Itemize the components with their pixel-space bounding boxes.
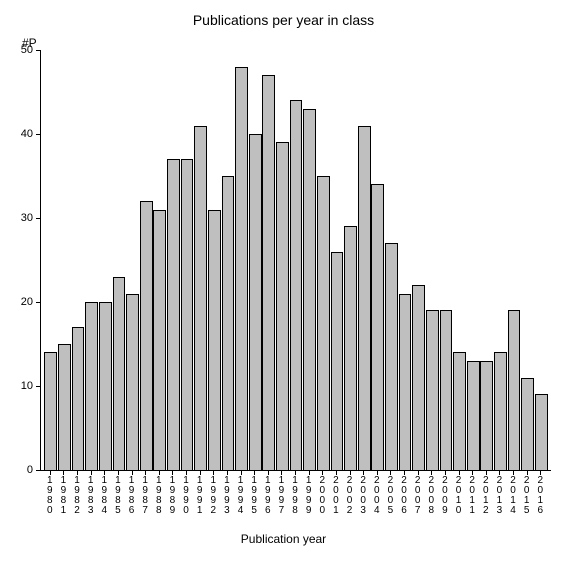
x-tick-label: 2013 (493, 476, 507, 516)
bar (385, 243, 398, 470)
bar (113, 277, 126, 470)
x-tick-label: 2009 (438, 476, 452, 516)
x-tick-label: 1984 (98, 476, 112, 516)
y-tick-label: 20 (21, 296, 33, 308)
y-tick: 10 (36, 386, 41, 387)
bar (426, 310, 439, 470)
bar (194, 126, 207, 470)
x-tick-label: 2011 (465, 476, 479, 516)
bar (235, 67, 248, 470)
bar (85, 302, 98, 470)
x-tick-label: 2010 (452, 476, 466, 516)
bar (467, 361, 480, 470)
bar (480, 361, 493, 470)
x-tick-label: 1992 (207, 476, 221, 516)
x-tick-label: 2000 (316, 476, 330, 516)
y-tick-label: 50 (21, 44, 33, 56)
x-tick-label: 2014 (506, 476, 520, 516)
bar (44, 352, 57, 470)
bar (167, 159, 180, 470)
x-tick-label: 2003 (356, 476, 370, 516)
x-tick-label: 1987 (138, 476, 152, 516)
x-tick-label: 2007 (411, 476, 425, 516)
x-tick-label: 2005 (384, 476, 398, 516)
x-tick-label: 1988 (152, 476, 166, 516)
y-tick: 30 (36, 218, 41, 219)
chart-title: Publications per year in class (0, 12, 567, 28)
chart-stage: Publications per year in class #P 010203… (0, 0, 567, 567)
bar (303, 109, 316, 470)
bar (331, 252, 344, 470)
x-tick-label: 1995 (247, 476, 261, 516)
x-tick-label: 2004 (370, 476, 384, 516)
x-tick-label: 2001 (329, 476, 343, 516)
bar (535, 394, 548, 470)
bar (262, 75, 275, 470)
y-tick: 20 (36, 302, 41, 303)
bar (508, 310, 521, 470)
y-tick: 50 (36, 50, 41, 51)
x-tick-label: 1994 (234, 476, 248, 516)
bar (290, 100, 303, 470)
bar (344, 226, 357, 470)
x-tick-label: 1997 (275, 476, 289, 516)
x-tick-label: 1999 (302, 476, 316, 516)
bar (494, 352, 507, 470)
bar (126, 294, 139, 470)
bar (99, 302, 112, 470)
bar (249, 134, 262, 470)
plot-area: 01020304050 (40, 50, 551, 471)
bar (412, 285, 425, 470)
x-tick-label: 2008 (425, 476, 439, 516)
bar (140, 201, 153, 470)
x-tick-label: 1986 (125, 476, 139, 516)
x-tick-label: 2006 (397, 476, 411, 516)
bar (72, 327, 85, 470)
bar (371, 184, 384, 470)
x-tick-label: 1993 (220, 476, 234, 516)
bar (521, 378, 534, 470)
bar (208, 210, 221, 470)
y-tick-label: 0 (27, 464, 33, 476)
bar (358, 126, 371, 470)
bar (153, 210, 166, 470)
bar (317, 176, 330, 470)
bar (399, 294, 412, 470)
x-axis-label: Publication year (0, 532, 567, 546)
x-tick-label: 1983 (84, 476, 98, 516)
bar (276, 142, 289, 470)
bars-container (41, 50, 551, 470)
x-tick-label: 1990 (179, 476, 193, 516)
y-tick-label: 30 (21, 212, 33, 224)
x-tick-label: 2016 (534, 476, 548, 516)
bar (181, 159, 194, 470)
x-tick-label: 1982 (70, 476, 84, 516)
bar (58, 344, 71, 470)
y-tick-label: 40 (21, 128, 33, 140)
x-tick-label: 1998 (288, 476, 302, 516)
x-tick-label: 1980 (43, 476, 57, 516)
x-tick-label: 1991 (193, 476, 207, 516)
x-tick-label: 1981 (57, 476, 71, 516)
x-tick-label: 2002 (343, 476, 357, 516)
x-tick-label: 2012 (479, 476, 493, 516)
bar (453, 352, 466, 470)
bar (440, 310, 453, 470)
y-tick: 40 (36, 134, 41, 135)
bar (222, 176, 235, 470)
y-tick-label: 10 (21, 380, 33, 392)
x-labels: 1980198119821983198419851986198719881989… (40, 476, 550, 516)
x-tick-label: 1985 (111, 476, 125, 516)
x-tick-label: 1989 (166, 476, 180, 516)
x-tick-label: 1996 (261, 476, 275, 516)
x-tick-label: 2015 (520, 476, 534, 516)
